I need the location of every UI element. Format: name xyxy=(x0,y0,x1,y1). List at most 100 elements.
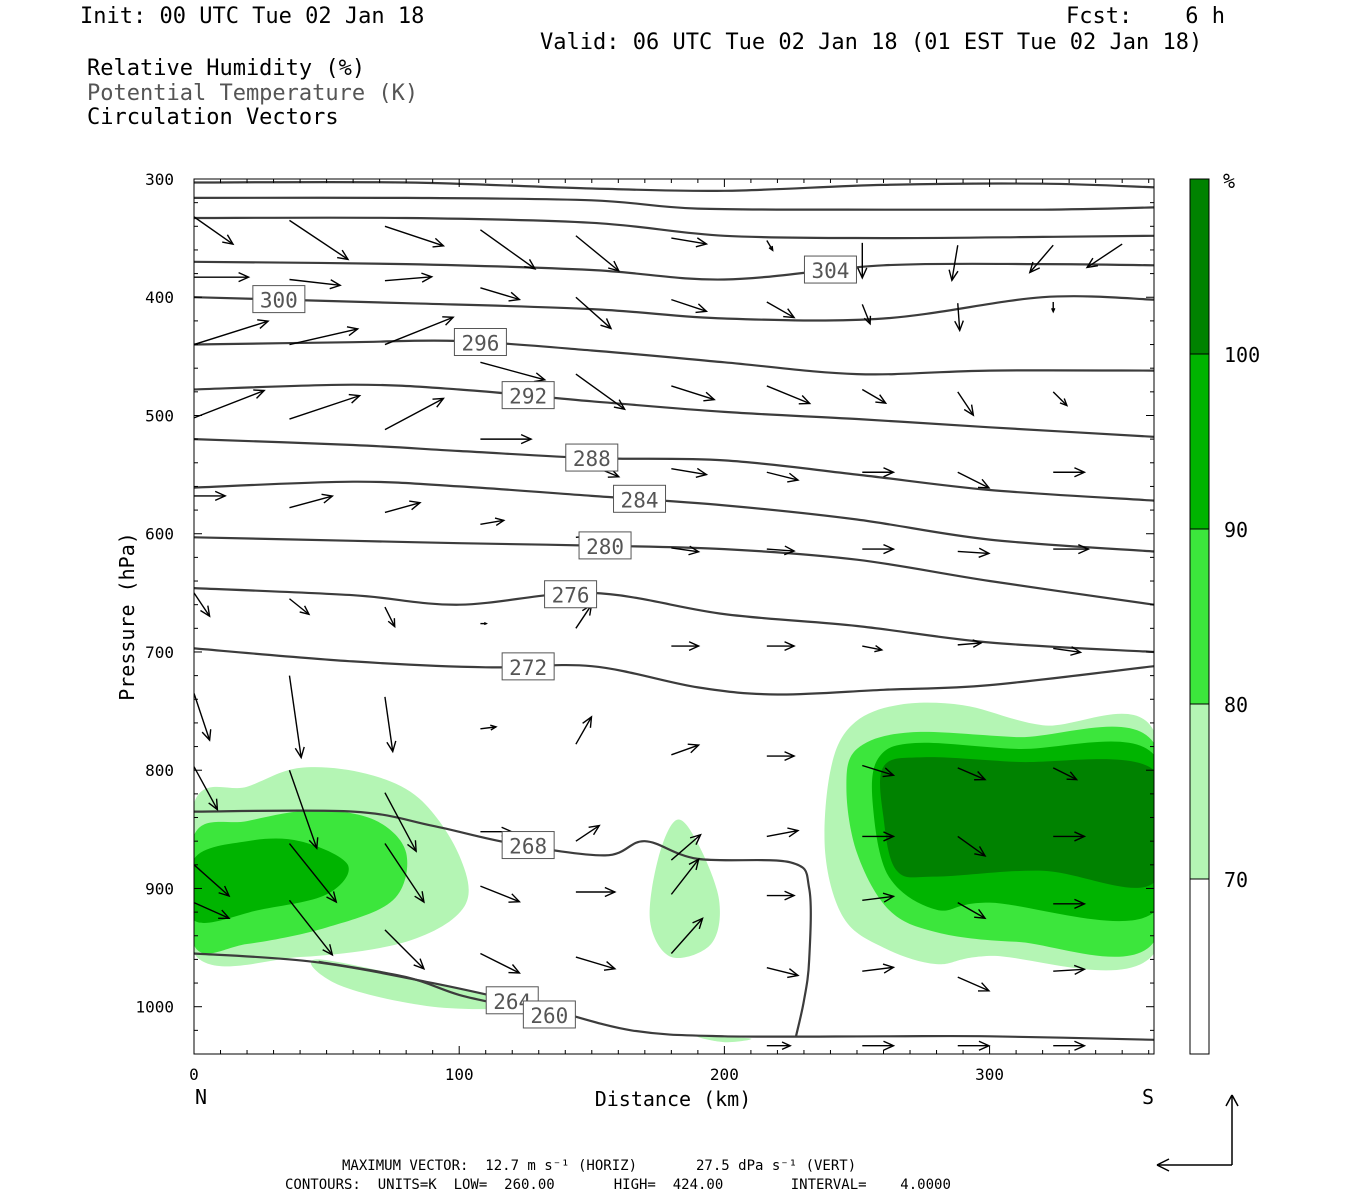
vector-arrow xyxy=(948,245,959,282)
theta-contour-line xyxy=(194,438,1154,502)
vector-arrow xyxy=(194,490,227,502)
contour-label-box xyxy=(803,255,857,284)
vector-arrow xyxy=(289,598,311,616)
vector-arrow xyxy=(289,393,362,420)
vector-arrow xyxy=(862,467,896,478)
vector-arrow xyxy=(862,831,896,842)
colorbar: 70 80 90 100% xyxy=(1189,169,1260,1055)
vector-arrow xyxy=(1053,964,1087,976)
colorbar-label: 90 xyxy=(1224,518,1248,542)
vector-arrow xyxy=(954,303,964,333)
vector-arrow xyxy=(766,240,774,252)
colorbar-frame xyxy=(1189,178,1210,1055)
vector-arrow xyxy=(766,641,796,651)
vector-arrow xyxy=(862,892,896,903)
vector-arrow xyxy=(575,956,617,971)
contour-label-text: 304 xyxy=(811,259,849,283)
theta-contour-line xyxy=(194,536,1154,606)
vector-arrow xyxy=(480,229,537,270)
vector-arrow xyxy=(288,675,305,760)
vector-arrow xyxy=(480,885,521,903)
vector-arrow xyxy=(194,902,231,919)
vector-arrow xyxy=(1053,543,1091,555)
vector-arrow xyxy=(957,1040,991,1051)
colorbar-band xyxy=(1190,879,1209,1054)
vector-arrow xyxy=(1052,767,1079,781)
plot-frame xyxy=(193,178,1155,1055)
colorbar-band xyxy=(1190,179,1209,354)
vector-arrow xyxy=(766,827,800,838)
vector-arrow xyxy=(766,385,812,405)
vector-arrow xyxy=(289,278,342,290)
y-tick-label: 800 xyxy=(145,761,174,780)
contour-label-text: 288 xyxy=(573,447,611,471)
vector-arrow xyxy=(194,216,235,246)
vector-arrow xyxy=(957,835,987,857)
contour-label: 260 xyxy=(522,1000,576,1029)
vector-arrow xyxy=(957,767,987,781)
contour-label: 288 xyxy=(565,443,619,472)
contour-label-text: 292 xyxy=(509,385,547,409)
vector-arrow xyxy=(480,724,498,731)
vector-arrow xyxy=(480,517,506,527)
vector-arrow xyxy=(575,886,617,898)
theta-contour-line xyxy=(194,196,1154,212)
vector-arrow xyxy=(575,373,627,411)
theta-contour-line xyxy=(194,647,1154,696)
colorbar-label: 100 xyxy=(1224,343,1260,367)
theta-contour-line xyxy=(194,260,1154,281)
vector-arrow xyxy=(289,493,335,509)
vector-arrow xyxy=(575,235,621,272)
vector-arrow xyxy=(957,547,991,558)
vector-arrow xyxy=(384,696,397,754)
contour-label-text: 260 xyxy=(530,1004,568,1028)
contour-label: 300 xyxy=(252,285,306,314)
contour-label-text: 284 xyxy=(621,488,659,512)
vector-arrow xyxy=(575,824,601,842)
theta-contour-line xyxy=(194,952,1154,1041)
vector-arrow xyxy=(194,766,219,812)
theta-contour-line xyxy=(194,809,812,1037)
circulation-vectors xyxy=(194,216,1123,1051)
vector-arrow xyxy=(1028,244,1054,274)
forecast-hour: Fcst: 6 h xyxy=(1066,4,1225,29)
vector-arrow xyxy=(1053,831,1087,842)
vector-arrow xyxy=(480,361,547,383)
vector-arrow xyxy=(1053,467,1087,478)
vector-arrow xyxy=(575,296,613,330)
y-axis-label: Pressure (hPa) xyxy=(115,532,139,701)
contour-label-box xyxy=(501,381,555,410)
vector-arrow xyxy=(861,304,872,326)
contour-label-box xyxy=(501,831,555,860)
vector-arrow xyxy=(766,301,796,319)
vector-arrow xyxy=(384,929,426,971)
contour-label-text: 280 xyxy=(586,535,624,559)
vector-arrow xyxy=(766,545,796,556)
vector-arrow xyxy=(766,967,800,979)
vector-arrow xyxy=(384,843,425,904)
legend-circulation-vectors: Circulation Vectors xyxy=(87,105,339,130)
colorbar-band xyxy=(1190,354,1209,529)
vector-arrow xyxy=(766,471,800,483)
contour-label-box xyxy=(565,443,619,472)
contour-label: 276 xyxy=(544,580,598,609)
theta-contour-line xyxy=(194,181,1154,193)
vector-arrow xyxy=(1085,243,1123,269)
vector-arrow xyxy=(670,917,704,954)
contour-label-text: 296 xyxy=(461,332,499,356)
vector-arrow xyxy=(957,639,983,648)
vector-arrow xyxy=(384,316,455,346)
vector-arrow xyxy=(671,743,701,756)
contour-label: 304 xyxy=(803,255,857,284)
vector-arrow xyxy=(862,543,896,555)
vector-arrow xyxy=(1053,646,1083,656)
vector-arrow xyxy=(288,769,319,850)
reference-vector-icon xyxy=(1156,1094,1239,1172)
vector-arrow xyxy=(384,500,422,514)
x-tick-label: 200 xyxy=(710,1065,739,1084)
contour-label-text: 300 xyxy=(260,289,298,313)
vector-arrow xyxy=(671,545,701,556)
vector-arrow xyxy=(289,326,360,346)
vector-arrow xyxy=(480,287,522,302)
